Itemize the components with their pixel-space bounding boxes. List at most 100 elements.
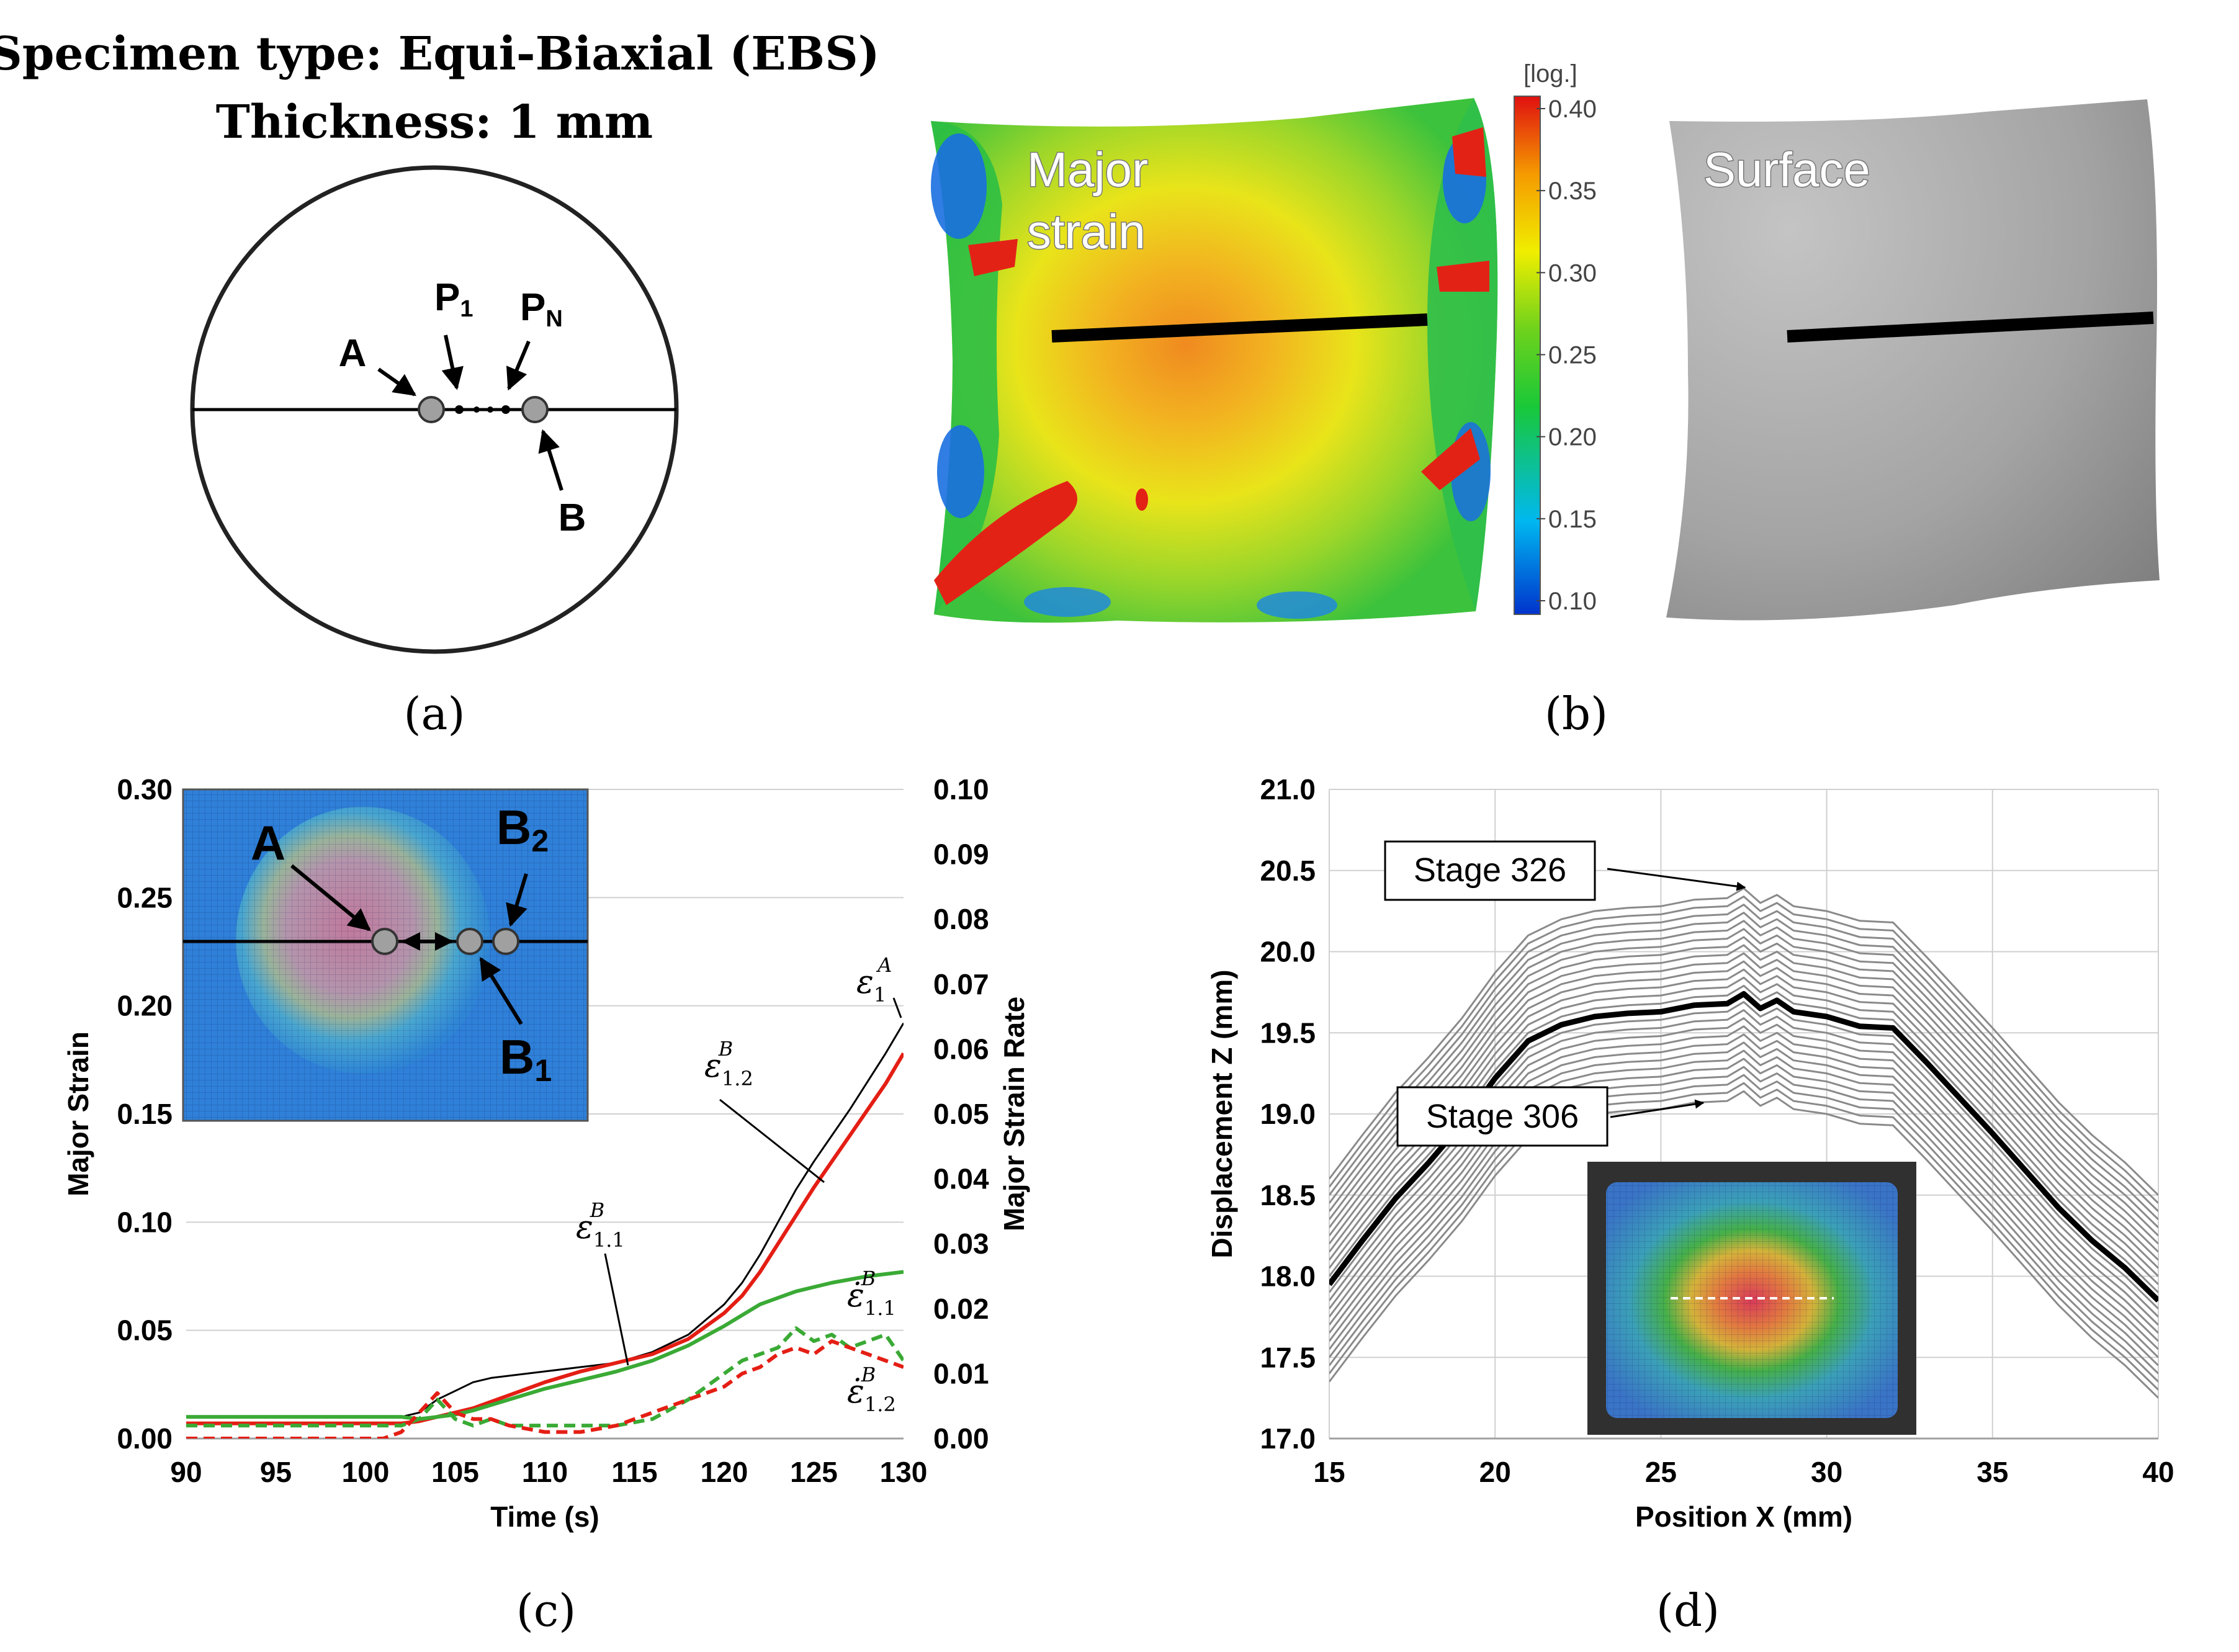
y-tick-label-c: 0.25: [117, 881, 173, 914]
y-tick-label-d: 18.5: [1260, 1179, 1316, 1211]
colorbar-gradient: [1514, 96, 1541, 615]
inset-c-arrow-A: [290, 864, 371, 931]
point-B-marker: [521, 396, 549, 423]
caption-d: (d): [1656, 1584, 1720, 1636]
label-A: A: [339, 332, 367, 375]
stage-326-label: Stage 326: [1414, 851, 1566, 889]
y2-tick-label-c: 0.02: [933, 1293, 989, 1325]
stage-326-arrow: [1607, 868, 1746, 891]
series-strain-b1-1: [186, 1270, 904, 1421]
label-B: B: [559, 496, 586, 539]
y2-tick-label-c: 0.07: [933, 968, 989, 1000]
y-tick-label-d: 19.5: [1260, 1017, 1316, 1049]
y-tick-label-d: 20.5: [1260, 855, 1316, 887]
profile-line: [1329, 1066, 2158, 1375]
colorbar-tick-label: 0.35: [1548, 177, 1597, 205]
series-rate-b1-1: [186, 1326, 904, 1428]
profile-line: [1329, 936, 2158, 1245]
x-tick-label-c: 120: [701, 1456, 748, 1488]
y2-axis-label-c: Major Strain Rate: [998, 997, 1030, 1231]
y-axis-label-c: Major Strain: [62, 1031, 94, 1196]
chart-c-inset: A B2 B1: [182, 788, 589, 1122]
arrow-PN: [506, 340, 531, 391]
chart-c-annotations: ε1A ε1.2B ε1.1B ε̇1.1B ε̇1.2B: [576, 953, 902, 1416]
profile-line: [1329, 928, 2158, 1237]
y-tick-label-d: 17.0: [1260, 1422, 1316, 1455]
y-tick-label-d: 18.0: [1260, 1260, 1316, 1293]
inset-c-grid: [182, 788, 589, 1122]
x-tick-label-c: 110: [522, 1456, 568, 1488]
x-tick-label-d: 35: [1977, 1456, 2008, 1488]
profile-line: [1329, 887, 2158, 1196]
x-axis-label-c: Time (s): [490, 1501, 599, 1533]
chart-c-series: [186, 1022, 904, 1439]
colorbar-tick-label: 0.15: [1548, 506, 1597, 533]
profile-line: [1329, 1041, 2158, 1350]
colorbar: [log.] 0.40 0.35 0.30 0.25 0.20 0.15 0.10: [1514, 60, 1597, 615]
y2-tick-label-c: 0.01: [933, 1357, 989, 1389]
leader-eps1A: [892, 997, 902, 1018]
inset-c-point-B1: [456, 928, 483, 955]
caption-c: (c): [516, 1584, 577, 1636]
caption-a: (a): [403, 688, 465, 740]
stage-306-arrow: [1610, 1099, 1705, 1118]
profile-line: [1329, 1049, 2158, 1358]
inset-c-arrow-B2: [506, 873, 528, 927]
surface-map: Surface: [1666, 99, 2160, 621]
stage-306-box: [1396, 1086, 1609, 1147]
leader-eps11B: [604, 1253, 629, 1366]
stage-326-box: [1384, 840, 1596, 901]
inset-c-label-B2: B2: [496, 800, 549, 858]
colorbar-tick-label: 0.30: [1548, 259, 1597, 287]
surface-section-line: [1787, 312, 2154, 343]
annotation-eps12B: ε1.2B: [704, 1037, 753, 1090]
stage-306-label: Stage 306: [1426, 1098, 1579, 1135]
intermediate-dot: [473, 406, 480, 413]
label-surface: Surface: [1703, 142, 1870, 197]
inset-c-point-A: [371, 928, 398, 955]
y-tick-label-c: 0.15: [117, 1098, 173, 1130]
inset-c-point-B2: [492, 928, 519, 955]
profile-line: [1329, 904, 2158, 1212]
colorbar-tick-label: 0.10: [1548, 588, 1597, 615]
leader-eps12B: [719, 1098, 825, 1183]
x-tick-label-d: 25: [1645, 1456, 1677, 1488]
profile-line: [1329, 1057, 2158, 1367]
y-tick-label-c: 0.30: [117, 773, 173, 806]
specimen-title: Specimen type: Equi-Biaxial (EBS): [0, 27, 880, 81]
colorbar-tick-label: 0.40: [1548, 96, 1597, 123]
chart-d-axes: 17.0 17.5 18.0 18.5 19.0 19.5 20.0 20.5 21.0 15 20…: [1206, 773, 2174, 1533]
y-tick-label-d: 17.5: [1260, 1341, 1316, 1373]
y2-tick-label-c: 0.08: [933, 903, 989, 935]
y-tick-label-d: 19.0: [1260, 1098, 1316, 1130]
profile-line: [1329, 1090, 2158, 1399]
y-axis-label-d: Displacement Z (mm): [1206, 969, 1238, 1258]
x-tick-label-c: 130: [880, 1456, 928, 1488]
profile-line: [1329, 944, 2158, 1253]
profile-line: [1329, 1082, 2158, 1391]
intermediate-dot: [501, 405, 510, 414]
y-tick-label-d: 20.0: [1260, 936, 1316, 968]
y-tick-label-c: 0.05: [117, 1314, 173, 1347]
x-tick-label-c: 105: [431, 1456, 479, 1488]
intermediate-dot: [487, 406, 493, 413]
profile-line: [1329, 976, 2158, 1285]
y2-tick-label-c: 0.00: [933, 1422, 989, 1455]
x-tick-label-c: 125: [790, 1456, 838, 1488]
y-tick-label-d: 21.0: [1260, 773, 1316, 806]
thickness-title: Thickness: 1 mm: [216, 96, 653, 149]
y2-tick-label-c: 0.10: [933, 773, 989, 806]
colorbar-tick-label: 0.20: [1548, 424, 1597, 451]
y2-tick-label-c: 0.03: [933, 1228, 989, 1260]
x-tick-label-d: 15: [1313, 1456, 1345, 1488]
panel-a: Specimen type: Equi-Biaxial (EBS) Thickn…: [0, 27, 880, 740]
x-tick-label-c: 90: [170, 1456, 202, 1488]
profile-line: [1329, 912, 2158, 1221]
y2-tick-label-c: 0.09: [933, 838, 989, 871]
colorbar-title: [log.]: [1523, 60, 1577, 88]
panel-d: 17.0 17.5 18.0 18.5 19.0 19.5 20.0 20.5 21.0 15 20…: [1206, 773, 2174, 1636]
x-tick-label-d: 40: [2142, 1456, 2174, 1488]
stage-labels: Stage 326 Stage 306: [1384, 840, 1746, 1147]
label-major-strain-line1: Major: [1027, 142, 1148, 197]
